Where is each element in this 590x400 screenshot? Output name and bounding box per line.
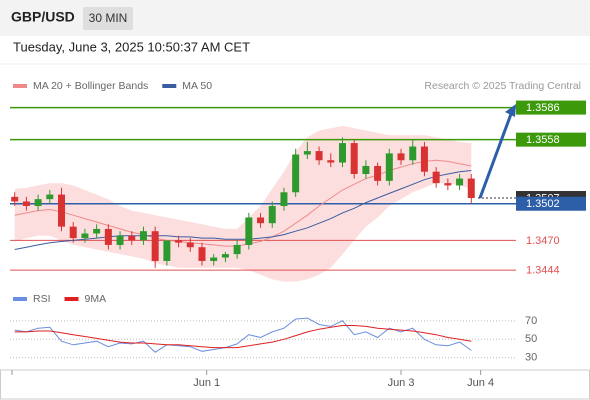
- candle-body: [327, 160, 335, 163]
- candle-body: [409, 146, 417, 161]
- candle-body: [350, 143, 358, 174]
- legend-label: 9MA: [85, 293, 107, 305]
- candle-body: [128, 235, 136, 241]
- candle-body: [385, 153, 393, 181]
- candle-body: [257, 217, 265, 224]
- forecast-arrowhead: [505, 104, 516, 117]
- price-panel: MA 20 + Bollinger Bands MA 50 1.3586 1.3558…: [10, 80, 586, 282]
- candle-body: [93, 228, 101, 234]
- indicator-line: [14, 325, 472, 349]
- candle-body: [11, 196, 19, 202]
- level-box: [516, 132, 586, 147]
- candle-body: [467, 178, 475, 199]
- forecast-arrow: [478, 113, 513, 199]
- candle-body: [210, 257, 218, 261]
- candle-body: [432, 171, 440, 184]
- legend-swatch: [13, 297, 27, 301]
- candle-body: [245, 217, 253, 245]
- y-tick-label: 70: [525, 315, 537, 327]
- interval[interactable]: 30 MIN: [89, 11, 128, 25]
- candle-body: [221, 254, 229, 258]
- candle-body: [338, 143, 346, 163]
- candle-body: [163, 240, 171, 261]
- candle-body: [22, 201, 30, 207]
- legend-label: MA 20 + Bollinger Bands: [33, 80, 148, 92]
- legend-label: MA 50: [182, 80, 212, 92]
- candle-body: [397, 153, 405, 161]
- level-label: 1.3586: [526, 102, 560, 114]
- candle-body: [46, 194, 54, 200]
- candle-body: [34, 199, 42, 207]
- y-tick-label: 50: [525, 333, 537, 345]
- candle-body: [362, 165, 370, 174]
- legend-label: RSI: [33, 293, 51, 305]
- candle-body: [292, 154, 300, 193]
- candle-body: [198, 247, 206, 261]
- level-box: [516, 196, 586, 211]
- level-label: 1.3470: [526, 235, 560, 247]
- x-tick-label: Jun 3: [388, 377, 415, 389]
- candle-body: [315, 151, 323, 161]
- level-box: [516, 100, 586, 115]
- axis-frame: [0, 369, 590, 400]
- candle-body: [151, 231, 159, 261]
- moving-average: [14, 159, 472, 247]
- legend-swatch: [64, 297, 79, 301]
- x-tick-label: Jun 1: [193, 377, 220, 389]
- level-label: 1.3502: [526, 198, 560, 210]
- candle-body: [374, 165, 382, 181]
- level-label: 1.3444: [526, 265, 560, 277]
- candle-body: [268, 206, 276, 224]
- candle-body: [81, 233, 89, 239]
- candle-body: [420, 146, 428, 172]
- candle-body: [456, 178, 464, 186]
- candle-body: [104, 228, 112, 245]
- timestamp: Tuesday, June 3, 2025 10:50:37 AM CET: [13, 39, 250, 54]
- candle-body: [303, 151, 311, 155]
- candle-body: [116, 235, 124, 245]
- symbol: GBP/USD: [11, 9, 75, 25]
- candle-body: [139, 231, 147, 241]
- legend-swatch: [162, 84, 177, 88]
- attribution: Research © 2025 Trading Central: [424, 80, 581, 92]
- candle-body: [444, 183, 452, 186]
- interval-box[interactable]: [83, 7, 133, 30]
- candle-body: [233, 244, 241, 255]
- x-tick-label: Jun 4: [467, 377, 494, 389]
- candle-body: [58, 194, 66, 227]
- level-label: 1.3558: [526, 134, 560, 146]
- legend-swatch: [13, 84, 27, 88]
- candle-body: [69, 226, 77, 239]
- candle-body: [186, 242, 194, 248]
- candle-body: [175, 240, 183, 243]
- candle-body: [280, 192, 288, 207]
- rsi-panel: RSI 9MA 30 50 70: [10, 293, 537, 364]
- y-tick-label: 30: [525, 352, 537, 364]
- moving-average: [14, 170, 472, 250]
